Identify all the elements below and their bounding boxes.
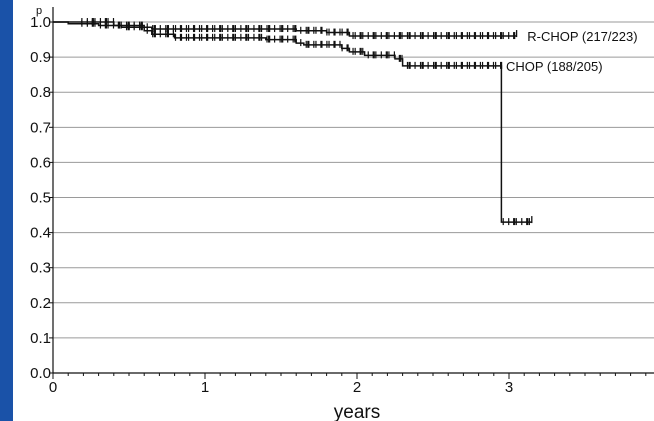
y-tick-label: 0.2 [30,295,51,312]
series-r-chop [53,19,518,40]
series-chop [53,18,533,226]
series-line [53,21,532,223]
y-tick-label: 0.3 [30,260,51,277]
y-tick-label: 0.8 [30,84,51,101]
y-tick-label: 0.7 [30,119,51,136]
y-tick-label: 0.4 [30,225,51,242]
x-axis-label: years [334,402,380,421]
y-tick-label: 0.6 [30,154,51,171]
x-tick-label: 3 [505,379,513,396]
series-curves [53,18,533,226]
left-border-gap [13,0,15,421]
series-label-r-chop: R-CHOP (217/223) [527,29,637,44]
series-label-chop: CHOP (188/205) [506,59,603,74]
y-tick-label: 0.0 [30,365,51,382]
left-border [0,0,13,421]
y-tick-label: 0.1 [30,330,51,347]
y-tick-label: 0.5 [30,190,51,207]
x-tick-label: 2 [353,379,361,396]
x-tick-label: 0 [49,379,57,396]
series-line [53,21,517,37]
y-tick-label: 1.0 [30,14,51,31]
y-tick-label: 0.9 [30,49,51,66]
labels: 0.0 0.1 0.2 0.3 0.4 0.5 0.6 0.7 0.8 0.9 1.0p 0 1 2 3 ye… [30,5,637,421]
grid-lines [53,21,654,339]
y-axis-label: p [36,5,42,17]
x-tick-label: 1 [201,379,209,396]
